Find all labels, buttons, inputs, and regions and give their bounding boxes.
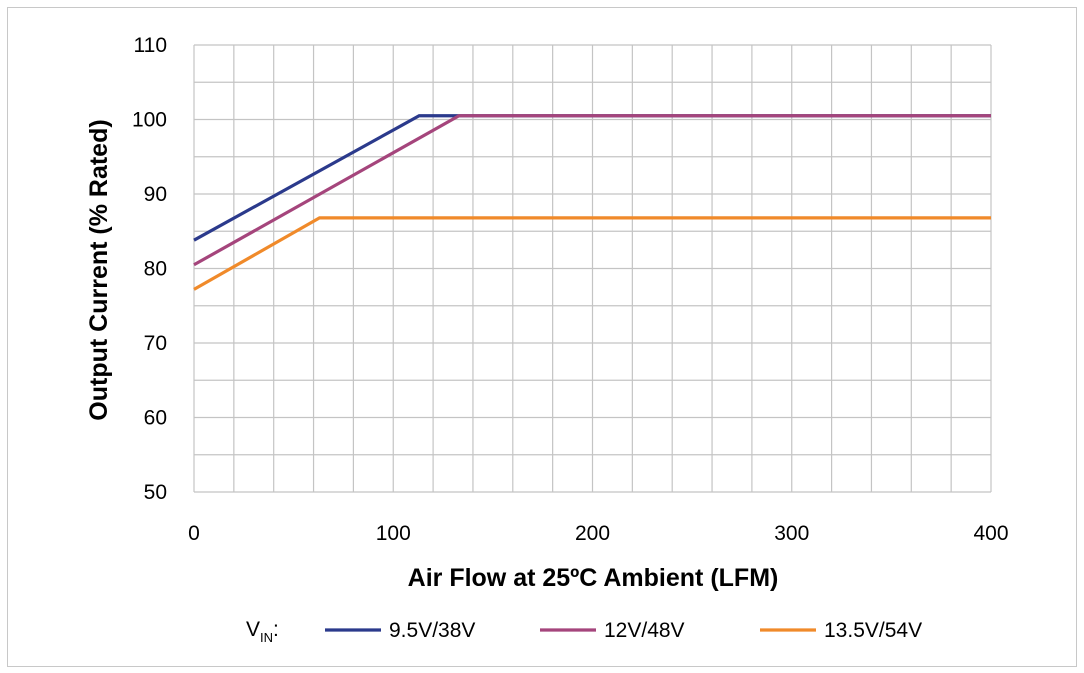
chart-frame bbox=[7, 7, 1077, 667]
y-tick-label: 70 bbox=[144, 332, 167, 355]
x-tick-label: 0 bbox=[188, 522, 200, 545]
x-tick-label: 200 bbox=[575, 522, 610, 545]
y-tick-label: 60 bbox=[144, 407, 167, 430]
x-tick-label: 300 bbox=[774, 522, 809, 545]
y-tick-label: 50 bbox=[144, 481, 167, 504]
legend: VIN: 9.5V/38V 12V/48V 13.5V/54V bbox=[246, 618, 922, 645]
legend-label-2: 13.5V/54V bbox=[824, 619, 922, 642]
y-tick-label: 90 bbox=[144, 183, 167, 206]
y-axis-title: Output Current (% Rated) bbox=[85, 119, 113, 420]
y-tick-label: 110 bbox=[134, 34, 167, 57]
x-tick-label: 100 bbox=[376, 522, 411, 545]
x-tick-label: 400 bbox=[973, 522, 1008, 545]
x-axis-title: Air Flow at 25ºC Ambient (LFM) bbox=[408, 564, 779, 592]
series-group bbox=[193, 114, 991, 291]
legend-vin-colon: : bbox=[273, 618, 279, 641]
legend-vin-label: VIN: bbox=[246, 618, 279, 645]
y-tick-label: 80 bbox=[144, 258, 167, 281]
legend-label-0: 9.5V/38V bbox=[389, 619, 475, 642]
series-line-1 bbox=[193, 114, 991, 267]
series-line-2 bbox=[193, 216, 991, 291]
legend-label-1: 12V/48V bbox=[604, 619, 685, 642]
grid bbox=[193, 44, 992, 493]
y-axis-ticks: 50 60 70 80 90 100 110 bbox=[132, 34, 167, 504]
x-axis-ticks: 0 100 200 300 400 bbox=[188, 522, 1008, 545]
legend-vin-sub: IN bbox=[260, 630, 273, 645]
y-tick-label: 100 bbox=[132, 109, 167, 132]
legend-vin-main: V bbox=[246, 618, 260, 641]
